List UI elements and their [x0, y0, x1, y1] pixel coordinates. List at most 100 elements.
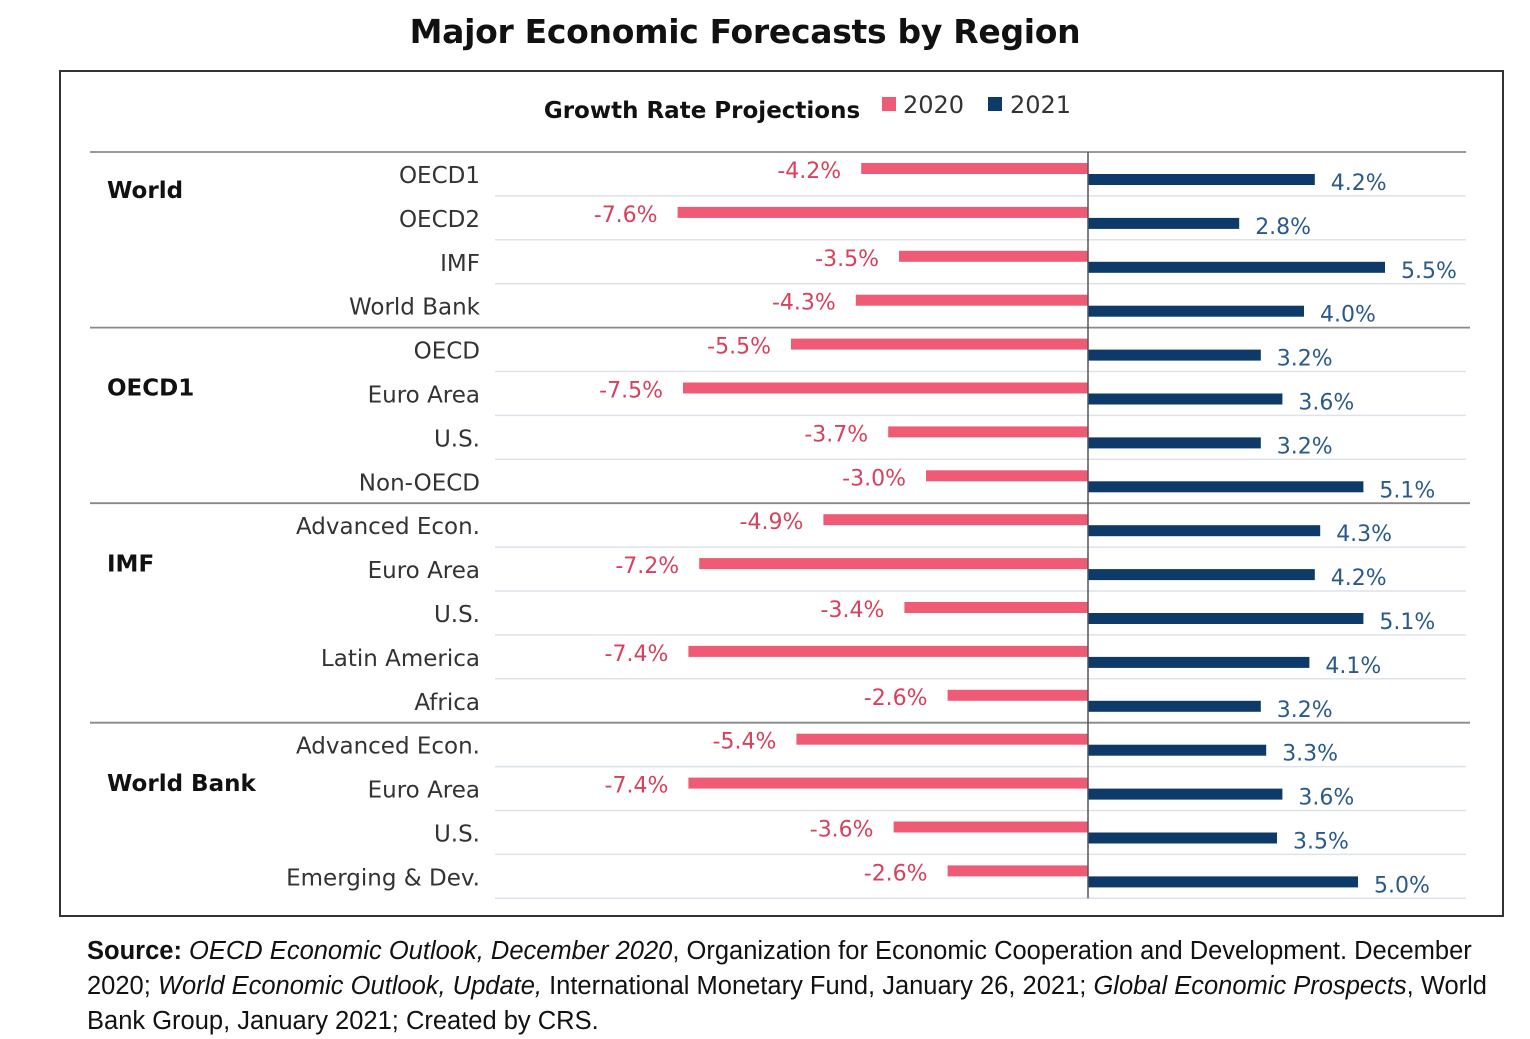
group-label: World Bank	[107, 771, 256, 797]
group-label: OECD1	[107, 376, 194, 402]
data-label-2020: -3.6%	[810, 818, 874, 843]
data-label-2020: -7.4%	[605, 642, 669, 667]
bar-2021	[1088, 437, 1261, 449]
legend-swatch-2021	[988, 97, 1002, 111]
bar-2020	[688, 645, 1088, 657]
category-label: Euro Area	[368, 558, 480, 584]
data-label-2021: 5.1%	[1379, 610, 1435, 635]
source-part: World Economic Outlook, Update,	[157, 972, 542, 1000]
data-label-2020: -7.6%	[594, 203, 658, 228]
bar-2021	[1088, 481, 1364, 493]
bar-2021	[1088, 349, 1261, 361]
category-label: Latin America	[321, 646, 480, 672]
data-label-2020: -3.4%	[821, 598, 885, 623]
bar-2021	[1088, 393, 1283, 405]
category-label: Africa	[414, 690, 480, 716]
bar-2020	[926, 470, 1088, 482]
category-label: Euro Area	[368, 778, 480, 804]
data-label-2021: 3.2%	[1277, 434, 1333, 459]
source-part: Global Economic Prospects	[1093, 972, 1407, 1000]
bar-2020	[861, 163, 1088, 174]
data-label-2021: 3.3%	[1282, 742, 1338, 767]
data-label-2020: -2.6%	[864, 686, 928, 711]
bar-2020	[904, 602, 1088, 613]
data-label-2020: -3.5%	[815, 247, 879, 272]
bar-2020	[699, 558, 1088, 570]
data-label-2020: -7.5%	[599, 379, 663, 404]
group-label: IMF	[107, 551, 154, 577]
bar-2021	[1088, 788, 1283, 800]
category-label: OECD2	[399, 207, 480, 233]
legend-swatch-2020	[882, 97, 896, 111]
bar-2020	[791, 338, 1088, 350]
data-label-2021: 4.2%	[1331, 171, 1387, 196]
category-label: OECD1	[399, 163, 480, 189]
data-label-2021: 5.5%	[1401, 259, 1457, 284]
bar-2020	[855, 294, 1088, 306]
data-label-2021: 3.6%	[1298, 786, 1354, 811]
data-label-2020: -5.4%	[713, 730, 777, 755]
bar-2020	[893, 821, 1088, 833]
bar-2020	[688, 777, 1088, 789]
bar-2020	[947, 865, 1088, 877]
data-label-2020: -2.6%	[864, 861, 928, 886]
category-label: World Bank	[349, 295, 481, 321]
bar-2020	[899, 250, 1088, 262]
bar-2020	[947, 689, 1088, 701]
category-label: IMF	[440, 251, 480, 277]
source-part: International Monetary Fund, January 26,…	[542, 972, 1094, 1000]
data-label-2021: 4.1%	[1325, 654, 1381, 679]
data-label-2021: 3.2%	[1277, 347, 1333, 372]
bar-2021	[1088, 569, 1315, 581]
chart-title: Major Economic Forecasts by Region	[409, 12, 1081, 51]
category-label: Non-OECD	[359, 470, 480, 496]
category-label: OECD	[414, 339, 480, 365]
data-label-2021: 4.3%	[1336, 522, 1392, 547]
source-body: OECD Economic Outlook, December 2020, Or…	[87, 937, 1487, 1035]
bar-2021	[1088, 174, 1315, 185]
bar-2020	[823, 514, 1088, 526]
data-label-2020: -4.3%	[772, 291, 836, 316]
data-label-2021: 4.2%	[1331, 566, 1387, 591]
group-label: World	[107, 178, 183, 204]
bar-2021	[1088, 305, 1304, 317]
data-label-2020: -4.2%	[777, 159, 841, 184]
data-label-2020: -5.5%	[707, 335, 771, 360]
category-label: Advanced Econ.	[296, 734, 480, 760]
category-label: U.S.	[434, 602, 480, 628]
data-label-2020: -7.4%	[605, 774, 669, 799]
bar-2021	[1088, 832, 1277, 844]
category-label: Euro Area	[368, 382, 480, 408]
bar-2021	[1088, 876, 1358, 888]
bar-2020	[888, 426, 1088, 438]
source-part: , Organization for Economic Cooperation …	[87, 937, 1472, 1000]
category-label: U.S.	[434, 821, 480, 847]
bar-2021	[1088, 613, 1364, 624]
data-label-2021: 3.2%	[1277, 698, 1333, 723]
data-label-2020: -7.2%	[615, 554, 679, 579]
source-part: , World Bank Group, January 2021; Create…	[87, 972, 1487, 1035]
bar-2021	[1088, 261, 1385, 273]
source-note: Source: OECD Economic Outlook, December …	[87, 934, 1487, 1039]
legend-label-2020: 2020	[903, 91, 964, 119]
source-label: Source:	[87, 937, 182, 965]
data-label-2021: 5.1%	[1379, 478, 1435, 503]
bar-2021	[1088, 744, 1267, 756]
data-label-2020: -4.9%	[740, 510, 804, 535]
legend-label-2021: 2021	[1010, 91, 1071, 119]
data-label-2021: 3.6%	[1298, 391, 1354, 416]
bar-2020	[796, 733, 1088, 745]
data-label-2021: 4.0%	[1320, 303, 1376, 328]
chart-frame	[59, 70, 1504, 917]
bar-2021	[1088, 656, 1310, 668]
data-label-2021: 3.5%	[1293, 830, 1349, 855]
bar-2021	[1088, 217, 1240, 229]
category-label: U.S.	[434, 426, 480, 452]
data-label-2021: 5.0%	[1374, 873, 1430, 898]
data-label-2020: -3.0%	[842, 466, 906, 491]
source-part: OECD Economic Outlook, December 2020	[189, 937, 673, 965]
data-label-2020: -3.7%	[804, 422, 868, 447]
bar-2020	[683, 382, 1088, 394]
category-label: Emerging & Dev.	[286, 865, 480, 891]
